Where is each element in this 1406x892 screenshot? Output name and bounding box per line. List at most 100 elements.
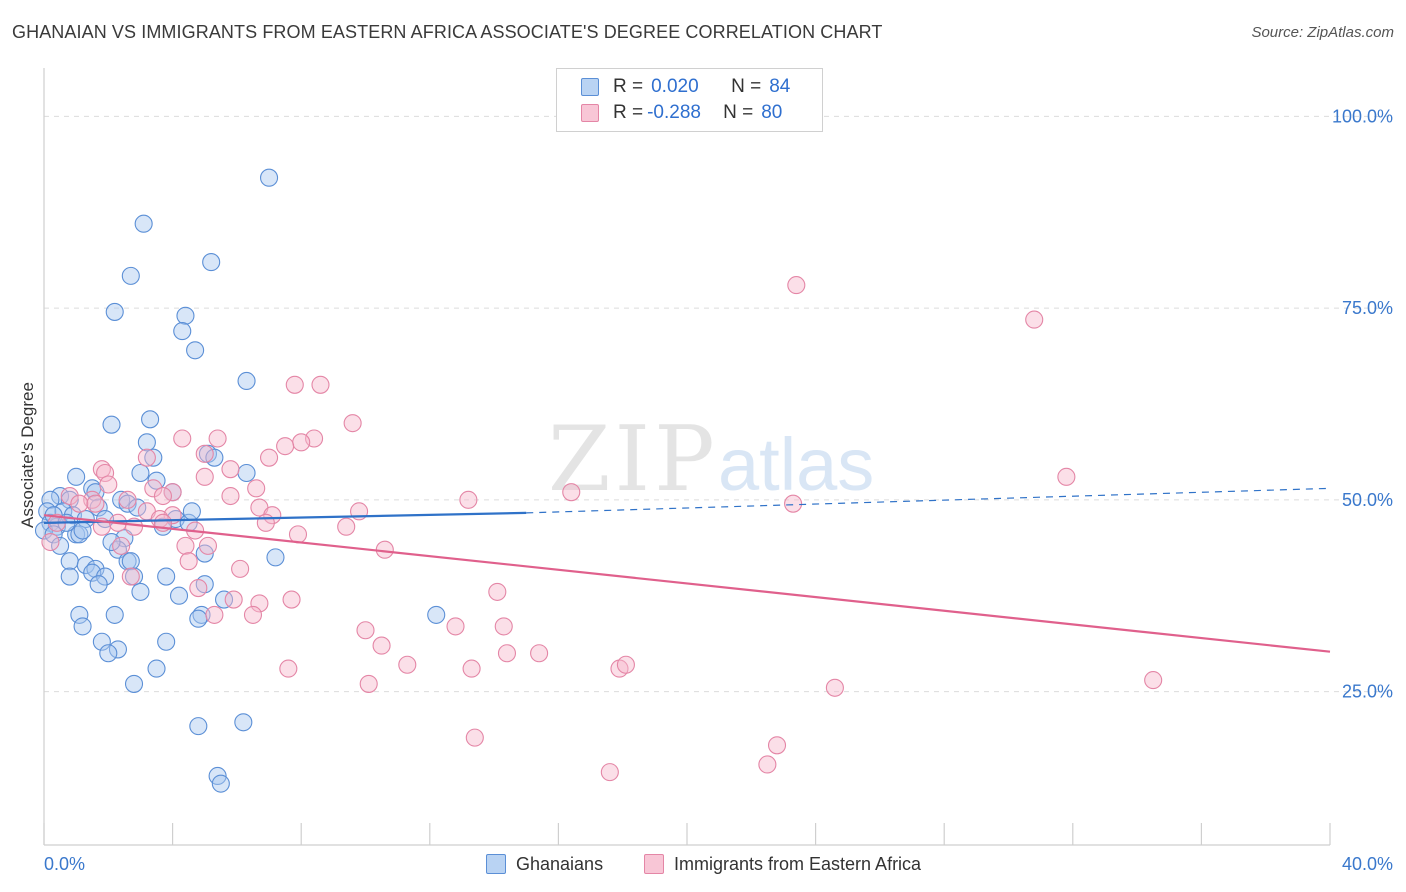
ghanaian-point — [173, 322, 192, 341]
chart-title: GHANAIAN VS IMMIGRANTS FROM EASTERN AFRI… — [12, 22, 883, 42]
ghanaian-point — [176, 306, 195, 325]
immigrant-point — [279, 659, 298, 678]
y-tick-label: 75.0% — [1342, 298, 1393, 318]
immigrant-point — [163, 483, 182, 502]
ghanaian-point — [189, 717, 208, 736]
ghanaian-point — [189, 609, 208, 628]
immigrant-point — [99, 475, 118, 494]
immigrant-point — [189, 579, 208, 598]
immigrant-point — [787, 276, 806, 295]
ghanaian-point — [54, 502, 73, 521]
immigrant-point — [758, 755, 777, 774]
ghanaian-point — [205, 448, 224, 467]
ghanaian-point — [105, 302, 124, 321]
legend-swatch-pink — [581, 104, 599, 122]
immigrant-point — [250, 594, 269, 613]
ghanaian-point — [157, 567, 176, 586]
grid-lines — [44, 115, 1393, 693]
immigrant-point — [1057, 467, 1076, 486]
ghanaian-point — [134, 214, 153, 233]
ghanaian-point — [102, 415, 121, 434]
bottom-legend-ghanaians: Ghanaians — [486, 852, 603, 876]
ghanaian-point — [237, 463, 256, 483]
immigrant-point — [118, 490, 137, 509]
correlation-legend: R = 0.020 N = 84 R = -0.288 N = 80 — [556, 68, 823, 132]
ghanaian-point — [92, 632, 111, 651]
ghanaian-point — [131, 463, 150, 483]
immigrant-point — [372, 636, 391, 655]
ghanaian-point — [147, 659, 166, 678]
tick-labels: 25.0% 50.0% 75.0% 100.0% 0.0% 40.0% — [44, 106, 1393, 874]
axes — [43, 68, 1331, 846]
ghanaian-point — [41, 490, 60, 509]
immigrant-point — [96, 463, 115, 483]
immigrant-point — [497, 644, 517, 663]
y-tick-label: 50.0% — [1342, 490, 1393, 510]
ghanaian-point — [427, 605, 446, 624]
legend-row-ghanaians: R = 0.020 N = 84 — [581, 74, 790, 100]
immigrant-point — [359, 674, 378, 693]
immigrant-point — [311, 375, 330, 394]
y-tick-label: 100.0% — [1332, 106, 1393, 126]
ghanaian-point — [186, 341, 205, 360]
ghanaian-point — [67, 467, 86, 486]
immigrant-point — [179, 552, 198, 571]
ghanaian-point — [266, 548, 285, 567]
bottom-legend-swatch-pink — [644, 854, 664, 874]
ghanaian-point — [214, 590, 234, 609]
ghanaian-point — [144, 448, 163, 467]
ghanaian-point — [51, 536, 70, 555]
immigrant-point — [70, 494, 89, 513]
immigrant-point — [530, 644, 549, 663]
immigrant-point — [337, 517, 356, 536]
immigrant-point — [276, 437, 295, 456]
immigrant-point — [176, 536, 195, 555]
ghanaian-point — [89, 575, 108, 594]
x-tick-label: 40.0% — [1342, 854, 1393, 874]
immigrant-point — [462, 659, 481, 678]
watermark-atlas: atlas — [718, 423, 874, 506]
ghanaian-point — [211, 774, 230, 793]
immigrant-point — [1144, 671, 1163, 690]
bottom-legend-immigrants: Immigrants from Eastern Africa — [644, 852, 921, 876]
immigrant-point — [343, 414, 362, 433]
immigrant-point — [459, 490, 478, 509]
immigrant-point — [173, 429, 192, 448]
ghanaian-point — [237, 371, 256, 391]
ghanaian-point — [169, 586, 189, 605]
trend-line-immigrants — [43, 514, 1331, 653]
ghanaian-point — [118, 494, 137, 513]
immigrant-point — [121, 567, 140, 586]
ghanaian-point — [60, 552, 79, 571]
immigrant-point — [488, 582, 507, 601]
y-tick-label: 25.0% — [1342, 682, 1393, 702]
immigrant-point — [600, 763, 619, 782]
immigrant-point — [1025, 310, 1044, 329]
immigrant-point — [825, 678, 844, 697]
immigrant-point — [616, 655, 635, 674]
ghanaian-point — [234, 713, 253, 732]
immigrant-point — [562, 483, 581, 502]
immigrant-point — [195, 444, 214, 463]
immigrant-point — [137, 448, 156, 467]
immigrant-point — [263, 506, 282, 525]
bottom-legend-label: Immigrants from Eastern Africa — [674, 853, 922, 874]
immigrant-point — [144, 479, 163, 498]
ghanaian-point — [51, 486, 70, 506]
immigrant-point — [292, 433, 311, 452]
immigrant-point — [767, 736, 787, 755]
immigrant-point — [86, 494, 105, 513]
ghanaian-point — [121, 552, 140, 571]
immigrant-point — [247, 479, 266, 498]
bottom-legend-label: Ghanaians — [516, 853, 604, 874]
ghanaian-point — [96, 567, 115, 586]
trend-line-ghanaians — [43, 511, 527, 524]
immigrant-point — [221, 460, 240, 479]
immigrant-point — [41, 532, 60, 552]
legend-swatch-blue — [581, 78, 599, 96]
ghanaian-point — [99, 644, 118, 663]
ghanaian-point — [124, 674, 144, 693]
immigrant-point — [446, 617, 465, 636]
ghanaian-point — [60, 567, 79, 586]
